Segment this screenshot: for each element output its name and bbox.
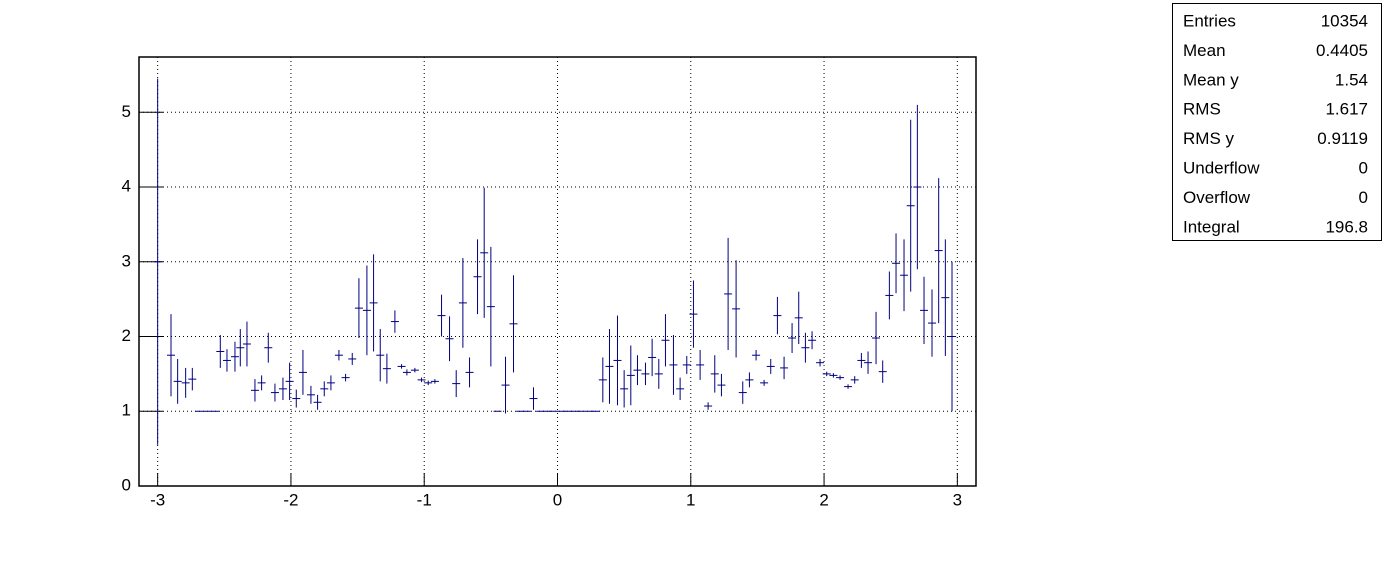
y-tick-label: 1 bbox=[122, 401, 131, 420]
y-tick-label: 4 bbox=[122, 177, 131, 196]
stats-value: 0.9119 bbox=[1317, 129, 1368, 148]
stats-value: 196.8 bbox=[1325, 217, 1368, 236]
y-tick-label: 0 bbox=[122, 475, 131, 494]
stats-label: Overflow bbox=[1183, 188, 1251, 207]
x-tick-label: 1 bbox=[686, 490, 695, 509]
stats-label: RMS y bbox=[1183, 129, 1235, 148]
stats-value: 1.54 bbox=[1335, 70, 1368, 89]
stats-value: 0.4405 bbox=[1316, 41, 1368, 60]
y-tick-label: 2 bbox=[122, 326, 131, 345]
stats-label: Underflow bbox=[1183, 158, 1260, 177]
stats-value: 10354 bbox=[1321, 11, 1368, 30]
stats-label: Entries bbox=[1183, 11, 1236, 30]
x-tick-label: -3 bbox=[150, 490, 165, 509]
x-tick-label: 0 bbox=[553, 490, 562, 509]
x-tick-label: -2 bbox=[283, 490, 298, 509]
stats-label: Mean y bbox=[1183, 70, 1239, 89]
stats-label: Integral bbox=[1183, 217, 1240, 236]
stats-value: 1.617 bbox=[1325, 100, 1368, 119]
stats-label: Mean bbox=[1183, 41, 1226, 60]
x-tick-label: 2 bbox=[819, 490, 828, 509]
x-tick-label: -1 bbox=[417, 490, 432, 509]
y-tick-label: 5 bbox=[122, 102, 131, 121]
y-tick-label: 3 bbox=[122, 251, 131, 270]
plot-frame bbox=[138, 56, 977, 487]
stats-label: RMS bbox=[1183, 100, 1221, 119]
x-tick-label: 3 bbox=[953, 490, 962, 509]
stats-value: 0 bbox=[1359, 158, 1368, 177]
stats-box bbox=[1172, 3, 1382, 241]
stats-value: 0 bbox=[1359, 188, 1368, 207]
